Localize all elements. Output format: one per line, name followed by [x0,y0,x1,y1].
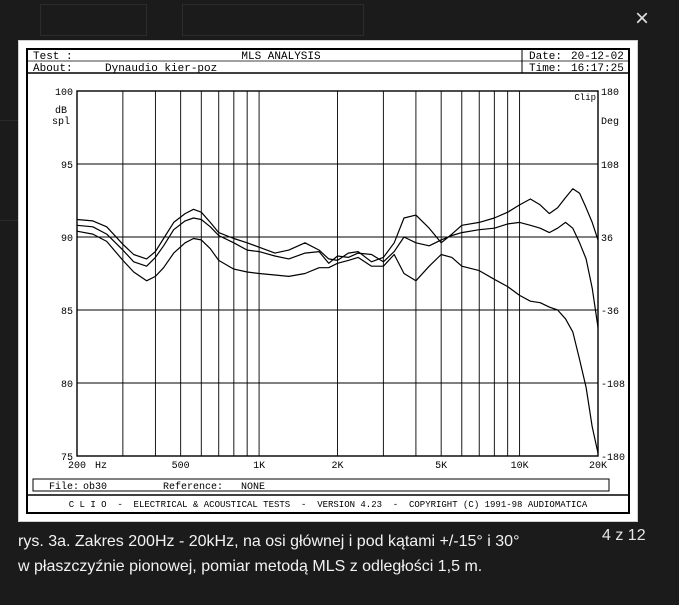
time-label: Time: [529,63,562,75]
file-label: File: [49,481,79,493]
x-tick-label: 500 [172,461,190,472]
header-title: MLS ANALYSIS [241,51,321,63]
series-line-1 [76,188,599,263]
x-tick-label: 1K [253,461,265,472]
y-tick-label: 100 [55,88,73,99]
y2-tick-label: -180 [601,453,625,464]
y2-tick-label: 108 [601,161,619,172]
image-caption: rys. 3a. Zakres 200Hz - 20kHz, na osi gł… [18,529,578,579]
report-border [26,48,630,514]
file-box [32,478,610,492]
x-tick-label: 2K [331,461,343,472]
y2-axis-label: Deg [601,117,619,128]
close-icon: × [634,5,649,32]
x-tick-label: 5K [435,461,447,472]
x-tick-label: 200 [68,461,86,472]
mls-analysis-chart: Test : MLS ANALYSIS Date: 20-12-02 About… [26,48,630,514]
date-label: Date: [529,51,562,63]
footer-table: File: ob30 Reference: NONE C L I O - ELE… [27,478,629,510]
date-value: 20-12-02 [571,51,624,63]
clio-banner: C L I O - ELECTRICAL & ACOUSTICAL TESTS … [69,500,588,510]
y-tick-label: 90 [61,234,73,245]
file-value: ob30 [83,481,107,493]
caption-line-2: w płaszczyźnie pionowej, pomiar metodą M… [18,558,483,575]
y2-tick-label: -36 [601,307,619,318]
y-tick-label: 75 [61,453,73,464]
y-tick-label: 85 [61,307,73,318]
y2-tick-label: 180 [601,88,619,99]
clip-indicator: Clip [574,93,596,103]
y2-tick-label: -108 [601,380,625,391]
series-line-3 [76,230,599,454]
reference-label: Reference: [163,481,223,493]
y2-tick-label: 36 [601,234,613,245]
time-value: 16:17:25 [571,63,624,75]
x-tick-label: 20K [589,461,607,472]
plot-area: 100 95 90 85 80 75 180 108 36 -36 -108 -180 200 500 1K… [52,88,625,472]
about-label: About: [33,63,73,75]
image-frame: Test : MLS ANALYSIS Date: 20-12-02 About… [18,40,638,522]
y-axis-label: spl [52,116,70,128]
about-value: Dynaudio kier-poz [105,63,217,75]
background-panel [182,4,364,36]
reference-value: NONE [241,482,265,493]
header-table: Test : MLS ANALYSIS Date: 20-12-02 About… [27,49,629,75]
x-unit-label: Hz [95,461,107,472]
caption-line-1: rys. 3a. Zakres 200Hz - 20kHz, na osi gł… [18,533,520,550]
y-axis-label: dB [55,105,67,117]
test-label: Test : [33,51,73,63]
x-tick-label: 10K [511,461,529,472]
series-line-2 [76,217,599,328]
image-counter: 4 z 12 [602,527,646,544]
y-tick-label: 95 [61,161,73,172]
y-tick-label: 80 [61,380,73,391]
background-panel [40,4,147,36]
close-button[interactable]: × [629,6,655,32]
